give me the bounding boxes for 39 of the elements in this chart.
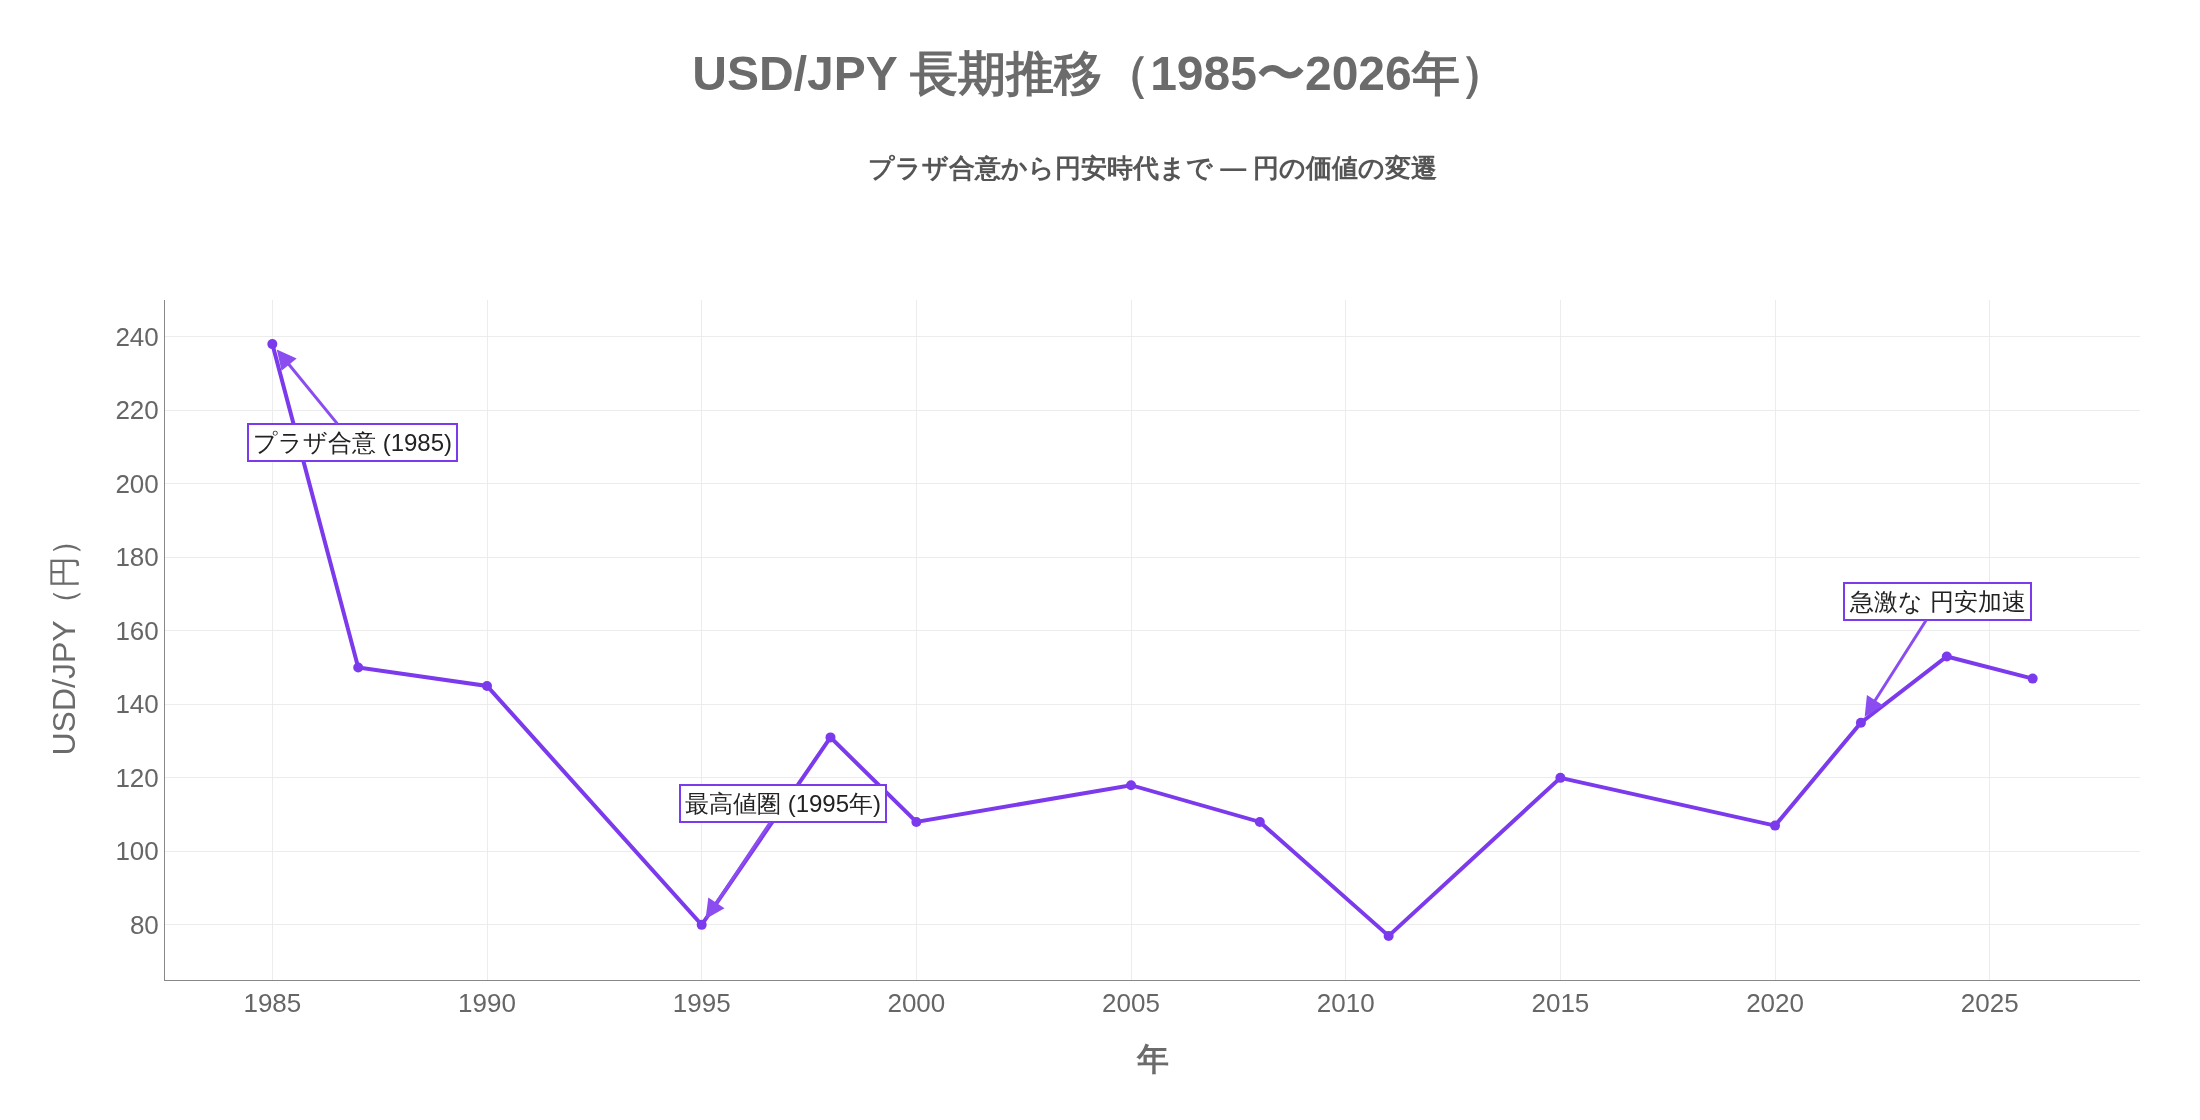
x-tick-label: 2000 xyxy=(887,988,946,1019)
annotation: プラザ合意 (1985) xyxy=(253,429,453,456)
y-tick-label: 100 xyxy=(115,836,159,867)
point xyxy=(1555,772,1566,783)
point xyxy=(1383,930,1394,941)
point xyxy=(1855,717,1866,728)
point xyxy=(696,919,707,930)
annotation: 最高値圏 (1995年) xyxy=(685,790,882,817)
y-axis-title: USD/JPY（円） xyxy=(45,524,82,756)
y-tick-label: 120 xyxy=(115,762,159,793)
point xyxy=(353,662,364,673)
x-tick-label: 2015 xyxy=(1531,988,1590,1019)
y-tick-label: 220 xyxy=(115,395,159,426)
chart-title: USD/JPY 長期推移（1985〜2026年） xyxy=(692,46,1508,100)
point xyxy=(1770,820,1781,831)
x-tick-label: 2010 xyxy=(1316,988,1375,1019)
point xyxy=(2027,673,2038,684)
point xyxy=(1254,816,1265,827)
x-tick-label: 2005 xyxy=(1102,988,1160,1019)
x-tick-label: 2025 xyxy=(1960,988,2019,1019)
x-tick-label: 1985 xyxy=(243,988,302,1019)
y-tick-label: 180 xyxy=(115,542,159,573)
x-tick-label: 2020 xyxy=(1746,988,1804,1019)
y-tick-label: 240 xyxy=(115,321,159,352)
y-tick-label: 200 xyxy=(115,468,159,499)
point xyxy=(267,339,278,350)
x-axis-title: 年 xyxy=(1135,1041,1169,1078)
y-tick-label: 160 xyxy=(115,615,159,646)
point xyxy=(1941,651,1952,662)
y-tick-label: 140 xyxy=(115,689,159,720)
point xyxy=(825,732,836,743)
x-tick-label: 1990 xyxy=(458,988,516,1019)
x-tick-label: 1995 xyxy=(672,988,731,1019)
point xyxy=(1126,780,1137,791)
chart-subtitle: プラザ合意から円安時代まで — 円の価値の変遷 xyxy=(868,153,1438,183)
annotation: 急激な 円安加速 xyxy=(1849,588,2026,615)
point xyxy=(911,816,922,827)
y-tick-label: 80 xyxy=(129,909,159,940)
point xyxy=(482,680,493,691)
